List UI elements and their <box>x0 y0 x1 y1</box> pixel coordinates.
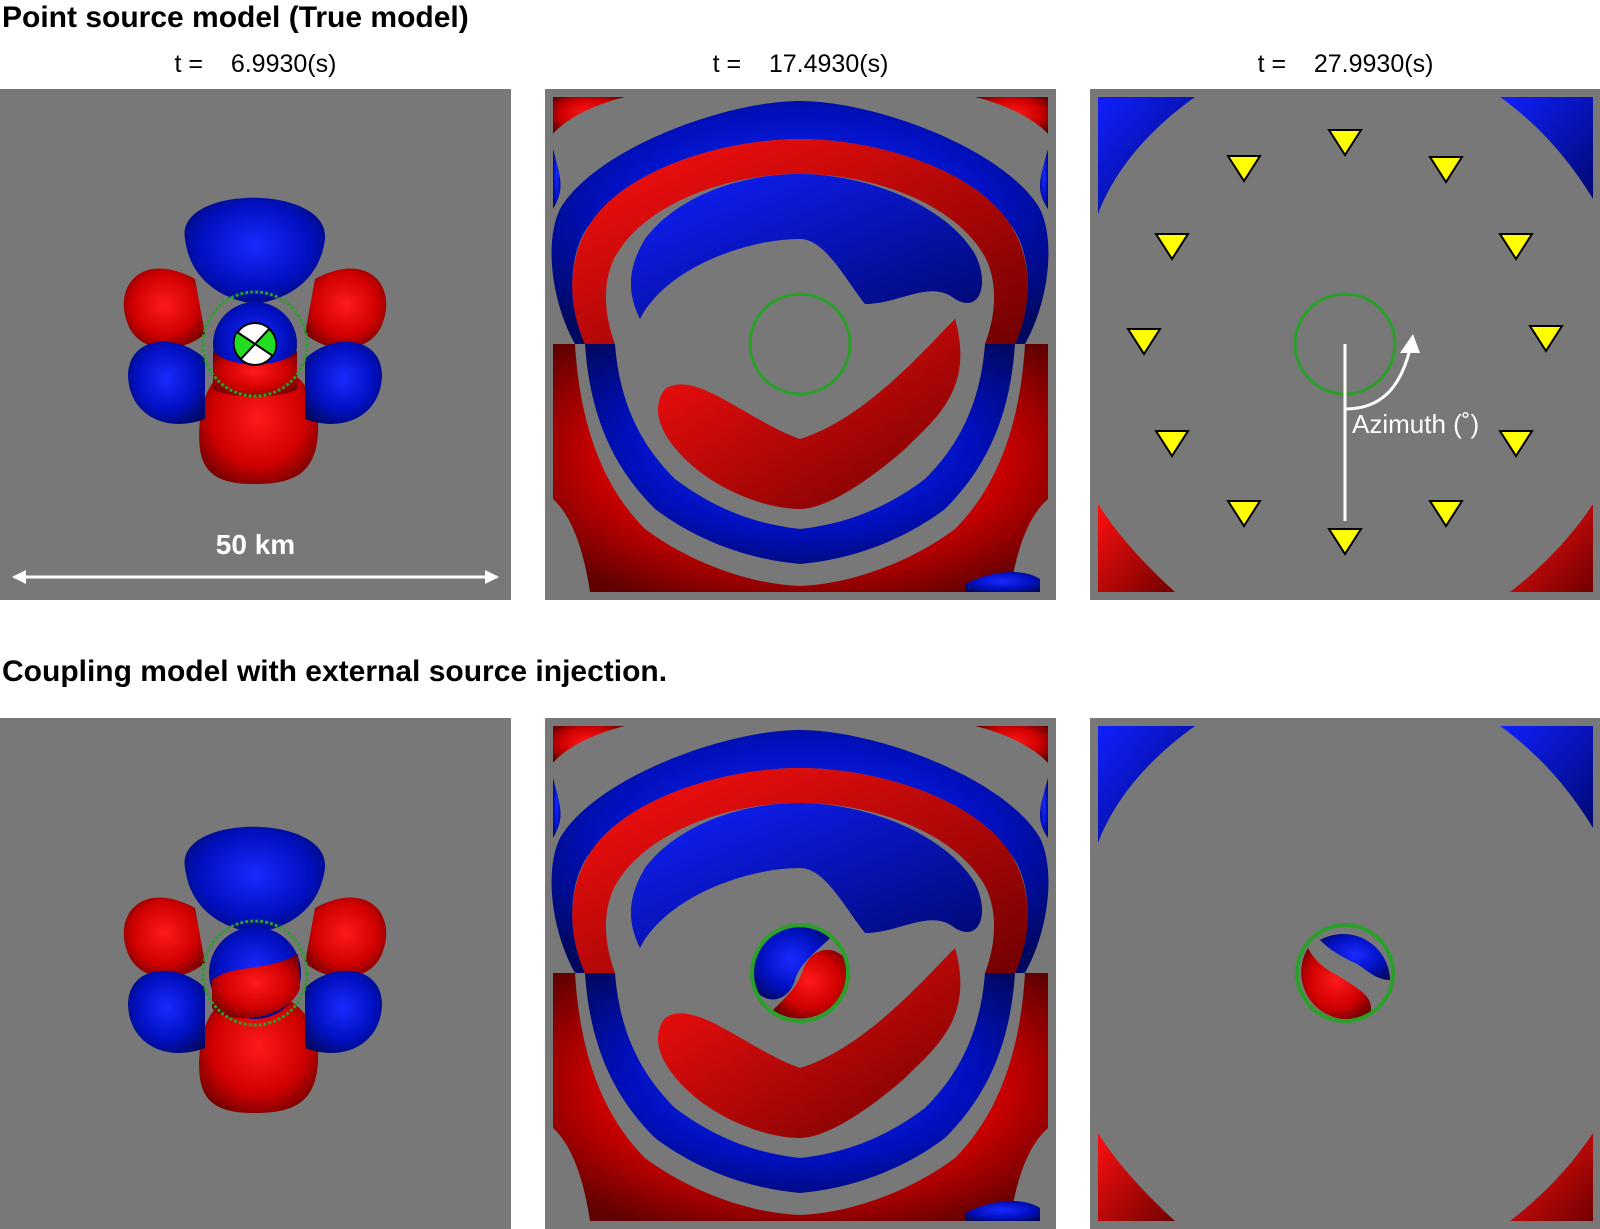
top-section-title: Point source model (True model) <box>2 1 469 34</box>
wavefield-top-t1 <box>12 197 499 584</box>
station-icon <box>1327 528 1363 556</box>
wavefield-top-t2 <box>551 97 1049 592</box>
panel-top-t3: Azimuth (˚) <box>1090 89 1600 600</box>
panel-top-t2 <box>545 89 1056 600</box>
panel-bottom-t1 <box>0 718 511 1229</box>
station-icon <box>1428 500 1464 528</box>
panel-top-t1: 50 km <box>0 89 511 600</box>
station-markers <box>1126 129 1564 556</box>
time-prefix: t = <box>712 50 742 78</box>
station-icon <box>1327 129 1363 157</box>
time-label-3: t = 27.9930(s) <box>1090 48 1600 80</box>
station-icon <box>1498 430 1534 458</box>
scale-bar-label: 50 km <box>215 529 296 560</box>
panel-bottom-t2 <box>545 718 1056 1229</box>
bottom-section-title: Coupling model with external source inje… <box>2 655 668 688</box>
wavefield-bottom-t3 <box>1098 726 1593 1221</box>
wavefield-bottom-t1 <box>123 826 387 1113</box>
station-icon <box>1154 430 1190 458</box>
station-icon <box>1428 156 1464 184</box>
station-icon <box>1528 325 1564 353</box>
time-label-2: t = 17.4930(s) <box>545 48 1056 80</box>
wavefield-top-t3 <box>1098 97 1593 592</box>
beachball-icon <box>233 322 277 366</box>
station-icon <box>1154 233 1190 261</box>
station-icon <box>1126 328 1162 356</box>
azimuth-arrow-icon <box>1400 334 1420 353</box>
time-prefix: t = <box>174 50 204 78</box>
azimuth-label: Azimuth (˚) <box>1352 409 1480 439</box>
time-value: 17.4930(s) <box>768 50 889 78</box>
station-icon <box>1226 500 1262 528</box>
station-icon <box>1226 155 1262 183</box>
station-icon <box>1498 233 1534 261</box>
panel-bottom-t3 <box>1090 718 1600 1229</box>
wavefield-bottom-t2 <box>551 726 1049 1221</box>
time-label-1: t = 6.9930(s) <box>0 48 511 80</box>
time-value: 6.9930(s) <box>230 50 337 78</box>
time-prefix: t = <box>1257 50 1287 78</box>
time-value: 27.9930(s) <box>1313 50 1434 78</box>
